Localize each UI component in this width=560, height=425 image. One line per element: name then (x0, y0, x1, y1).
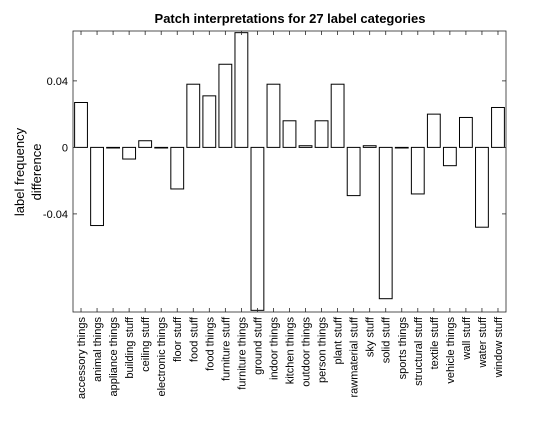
y-tick-label-0: 0.04 (47, 76, 68, 88)
x-tick-label-5: electronic things (156, 317, 168, 397)
x-tick-label-19: solid stuff (381, 316, 393, 363)
x-tick-label-4: ceiling stuff (140, 316, 152, 372)
bar-11 (250, 146, 265, 311)
x-tick-label-14: outdoor things (301, 317, 313, 387)
bar-19 (378, 146, 393, 300)
bar-1 (90, 146, 104, 227)
bar-6 (170, 146, 185, 190)
bar-24 (458, 116, 473, 148)
x-tick-label-7: food stuff (188, 316, 200, 362)
bar-0 (74, 101, 88, 148)
x-tick-label-18: sky stuff (365, 316, 377, 357)
x-tick-label-8: food things (204, 317, 216, 371)
bar-17 (346, 146, 361, 197)
x-tick-label-12: indoor things (268, 317, 280, 380)
bar-12 (266, 83, 281, 148)
x-tick-label-6: floor stuff (172, 316, 184, 362)
y-tick-label-1: 0 (62, 142, 68, 154)
bar-26 (491, 106, 505, 148)
bar-8 (202, 95, 217, 148)
bar-7 (186, 83, 201, 148)
bar-4 (138, 140, 153, 148)
bar-20 (394, 146, 409, 149)
bar-22 (426, 113, 441, 148)
bar-3 (122, 146, 137, 160)
bar-9 (218, 63, 233, 148)
x-tick-label-25: water stuff (477, 316, 489, 368)
x-tick-label-17: rawmaterial stuff (349, 316, 361, 397)
x-tick-label-20: sports things (397, 317, 409, 380)
y-axis-label-line-2: difference (29, 144, 44, 201)
x-tick-label-9: furniture stuff (220, 316, 232, 381)
x-tick-label-0: accessory things (76, 317, 88, 399)
x-tick-label-2: appliance things (108, 317, 120, 397)
x-tick-label-3: building stuff (124, 316, 136, 379)
bar-15 (314, 120, 329, 148)
bar-25 (475, 146, 489, 228)
x-tick-label-22: textile stuff (429, 316, 441, 369)
bar-5 (154, 146, 169, 149)
bar-23 (442, 146, 457, 167)
x-tick-label-23: vehicle things (445, 317, 457, 384)
bar-21 (410, 146, 425, 195)
x-tick-label-11: ground stuff (252, 316, 264, 375)
bar-18 (362, 145, 377, 148)
x-tick-label-24: wall stuff (461, 316, 473, 361)
bar-16 (330, 83, 345, 148)
x-tick-label-10: furniture things (236, 317, 248, 390)
chart-title: Patch interpretations for 27 label categ… (155, 11, 426, 26)
bar-13 (282, 120, 297, 148)
y-axis-label-line-1: label frequency (12, 127, 27, 216)
bar-14 (298, 145, 313, 148)
x-tick-label-26: window stuff (493, 316, 505, 378)
x-tick-label-1: animal things (92, 317, 104, 382)
x-tick-label-13: kitchen things (285, 317, 297, 385)
x-tick-label-16: plant stuff (333, 316, 345, 364)
plot-area-frame (72, 30, 507, 313)
bar-10 (234, 32, 249, 148)
x-tick-label-15: person things (317, 317, 329, 384)
y-tick-label-2: -0.04 (43, 209, 68, 221)
x-tick-label-21: structural stuff (413, 316, 425, 386)
bar-2 (106, 146, 121, 149)
